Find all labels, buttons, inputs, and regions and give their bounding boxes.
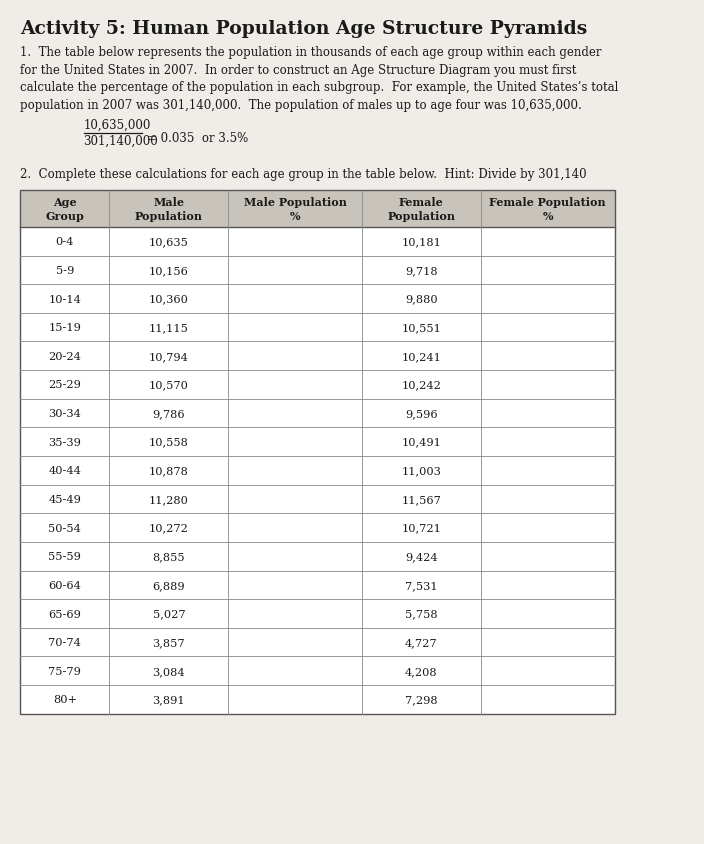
Text: 10,242: 10,242 bbox=[401, 380, 441, 390]
Text: 11,115: 11,115 bbox=[149, 322, 189, 333]
Text: 5,027: 5,027 bbox=[153, 609, 185, 619]
Bar bbox=[20, 342, 615, 371]
Bar bbox=[20, 257, 615, 285]
Bar bbox=[20, 228, 615, 257]
Bar bbox=[20, 571, 615, 599]
Text: Activity 5: Human Population Age Structure Pyramids: Activity 5: Human Population Age Structu… bbox=[20, 20, 588, 38]
Text: 10,272: 10,272 bbox=[149, 523, 189, 533]
Text: Female
Population: Female Population bbox=[387, 197, 455, 221]
Text: 15-19: 15-19 bbox=[49, 322, 82, 333]
Text: 35-39: 35-39 bbox=[49, 437, 82, 447]
Text: 10,551: 10,551 bbox=[401, 322, 441, 333]
Text: 50-54: 50-54 bbox=[49, 523, 82, 533]
Text: 2.  Complete these calculations for each age group in the table below.  Hint: Di: 2. Complete these calculations for each … bbox=[20, 168, 587, 181]
Text: 10,794: 10,794 bbox=[149, 351, 189, 361]
Text: = 0.035  or 3.5%: = 0.035 or 3.5% bbox=[146, 132, 248, 145]
Text: 3,891: 3,891 bbox=[153, 695, 185, 705]
Text: 10,360: 10,360 bbox=[149, 295, 189, 304]
Text: Female Population
%: Female Population % bbox=[489, 197, 606, 221]
Text: 10,181: 10,181 bbox=[401, 237, 441, 247]
Text: 10,558: 10,558 bbox=[149, 437, 189, 447]
Text: 10,241: 10,241 bbox=[401, 351, 441, 361]
Text: 70-74: 70-74 bbox=[49, 637, 82, 647]
Text: 301,140,000: 301,140,000 bbox=[84, 134, 158, 148]
Text: 10,491: 10,491 bbox=[401, 437, 441, 447]
Text: 0-4: 0-4 bbox=[56, 237, 74, 247]
Text: 20-24: 20-24 bbox=[49, 351, 82, 361]
Bar bbox=[20, 657, 615, 685]
Bar bbox=[20, 685, 615, 714]
Text: 10,635,000: 10,635,000 bbox=[84, 119, 151, 132]
Text: 60-64: 60-64 bbox=[49, 580, 82, 590]
Text: Age
Group: Age Group bbox=[46, 197, 84, 221]
Text: 11,003: 11,003 bbox=[401, 466, 441, 476]
Text: 65-69: 65-69 bbox=[49, 609, 82, 619]
Text: 1.  The table below represents the population in thousands of each age group wit: 1. The table below represents the popula… bbox=[20, 46, 619, 111]
Text: 6,889: 6,889 bbox=[153, 580, 185, 590]
Text: 3,084: 3,084 bbox=[153, 666, 185, 676]
Text: 5,758: 5,758 bbox=[405, 609, 438, 619]
Bar bbox=[20, 191, 615, 714]
Text: Male
Population: Male Population bbox=[135, 197, 203, 221]
Text: 8,855: 8,855 bbox=[153, 552, 185, 561]
Bar bbox=[20, 399, 615, 428]
Text: 30-34: 30-34 bbox=[49, 408, 82, 419]
Bar bbox=[20, 371, 615, 399]
Text: 3,857: 3,857 bbox=[153, 637, 185, 647]
Bar bbox=[20, 457, 615, 485]
Bar bbox=[20, 428, 615, 457]
Text: 9,718: 9,718 bbox=[405, 266, 438, 276]
Text: 10-14: 10-14 bbox=[49, 295, 82, 304]
Text: 75-79: 75-79 bbox=[49, 666, 82, 676]
Text: 9,424: 9,424 bbox=[405, 552, 438, 561]
Text: 9,880: 9,880 bbox=[405, 295, 438, 304]
Text: Male Population
%: Male Population % bbox=[244, 197, 346, 221]
Bar bbox=[20, 514, 615, 543]
Text: 80+: 80+ bbox=[53, 695, 77, 705]
Text: 9,596: 9,596 bbox=[405, 408, 438, 419]
Bar bbox=[20, 628, 615, 657]
Text: 55-59: 55-59 bbox=[49, 552, 82, 561]
Text: 40-44: 40-44 bbox=[49, 466, 82, 476]
Text: 10,635: 10,635 bbox=[149, 237, 189, 247]
Bar bbox=[20, 191, 615, 228]
Text: 10,721: 10,721 bbox=[401, 523, 441, 533]
Text: 7,531: 7,531 bbox=[405, 580, 438, 590]
Text: 7,298: 7,298 bbox=[405, 695, 438, 705]
Text: 11,280: 11,280 bbox=[149, 495, 189, 505]
Bar bbox=[20, 599, 615, 628]
Bar bbox=[20, 285, 615, 313]
Bar bbox=[20, 313, 615, 342]
Text: 11,567: 11,567 bbox=[401, 495, 441, 505]
Text: 9,786: 9,786 bbox=[153, 408, 185, 419]
Text: 25-29: 25-29 bbox=[49, 380, 82, 390]
Text: 45-49: 45-49 bbox=[49, 495, 82, 505]
Text: 10,570: 10,570 bbox=[149, 380, 189, 390]
Bar bbox=[20, 543, 615, 571]
Text: 5-9: 5-9 bbox=[56, 266, 74, 276]
Text: 4,208: 4,208 bbox=[405, 666, 438, 676]
Bar bbox=[20, 485, 615, 514]
Text: 10,156: 10,156 bbox=[149, 266, 189, 276]
Text: 4,727: 4,727 bbox=[405, 637, 438, 647]
Text: 10,878: 10,878 bbox=[149, 466, 189, 476]
